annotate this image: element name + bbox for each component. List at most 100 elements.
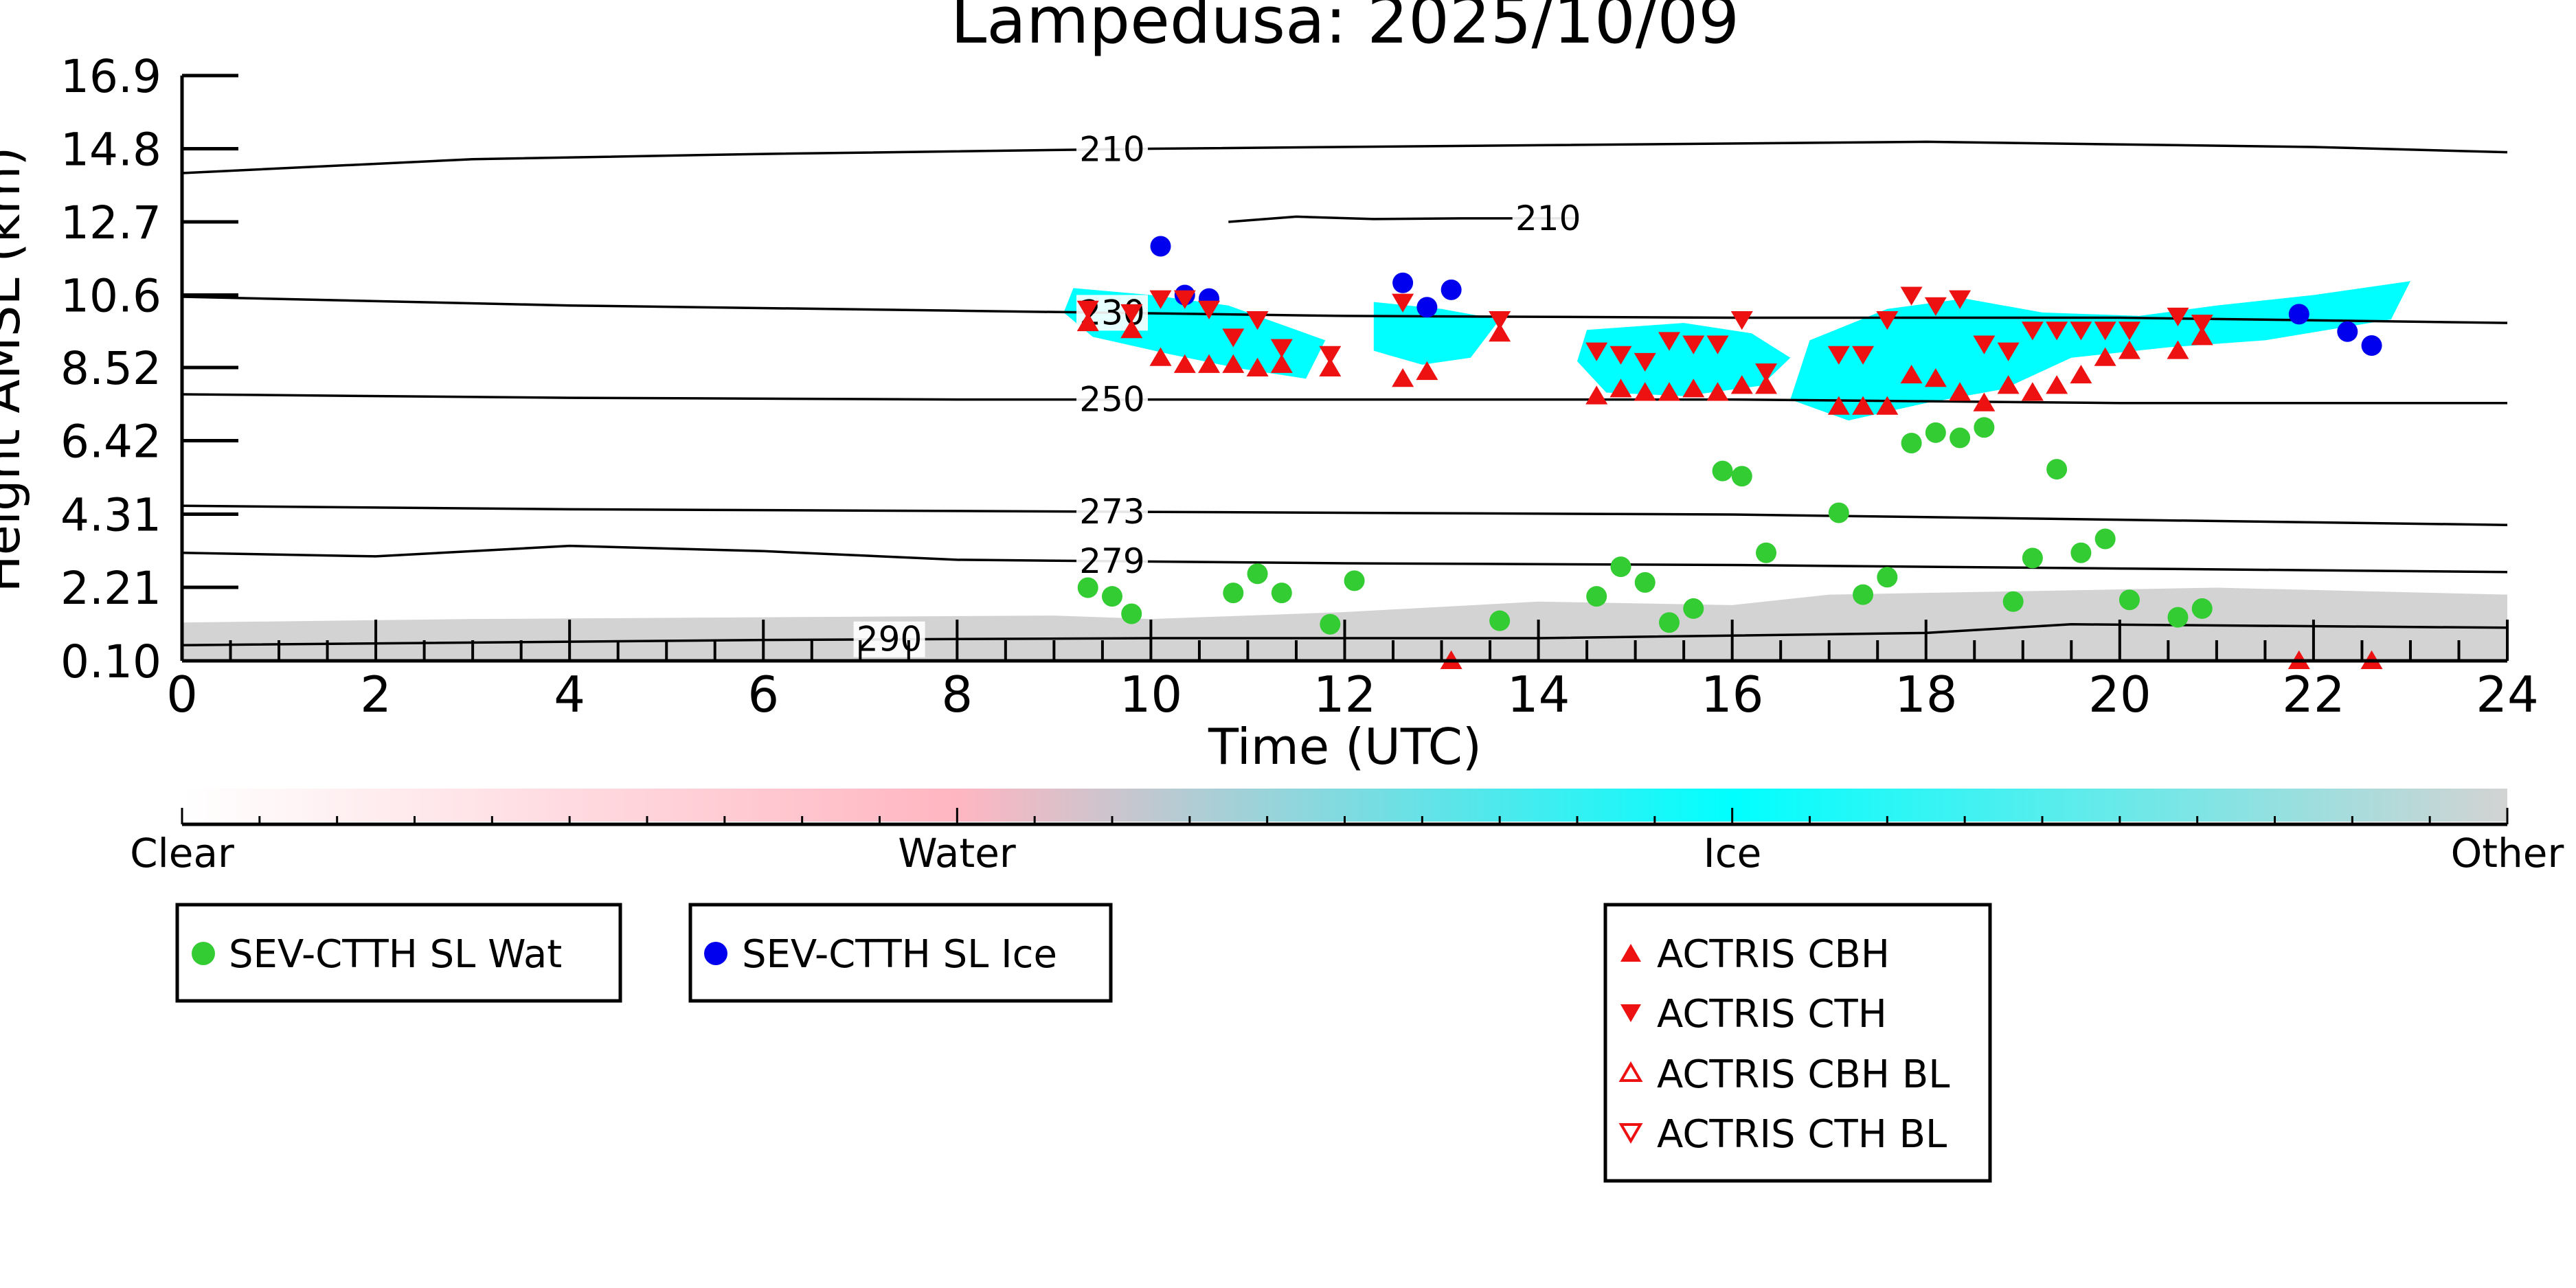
x-tick-label-2: 4	[554, 666, 585, 723]
legend-cbh-label: ACTRIS CBH	[1657, 932, 1890, 977]
legend-water-marker	[192, 942, 215, 965]
contour-label-bg-4	[1076, 493, 1148, 530]
legend-water-label: SEV-CTTH SL Wat	[229, 932, 562, 977]
sev-water-point	[1634, 572, 1656, 593]
y-tick-label-7: 14.8	[60, 124, 161, 177]
sev-water-point	[2094, 528, 2116, 550]
actris-cbh-point	[2070, 364, 2092, 384]
actris-cbh-point	[1827, 396, 1850, 415]
actris-cbh-point	[1949, 382, 1971, 401]
sev-water-point	[1271, 583, 1292, 604]
actris-cth-point	[1949, 290, 1971, 309]
ice-mask-area-1	[1373, 302, 1500, 365]
actris-cbh-point	[1270, 354, 1293, 373]
sev-water-point	[1925, 422, 1946, 443]
actris-cth-point	[1120, 304, 1143, 324]
contour-label-bg-6	[853, 621, 925, 657]
contour-label-bg-1	[1512, 200, 1584, 236]
actris-cbh-point	[1706, 382, 1729, 401]
actris-cbh-point	[1246, 357, 1269, 376]
legend-ice-label: SEV-CTTH SL Ice	[742, 932, 1057, 977]
actris-cth-point	[1658, 332, 1680, 351]
y-axis-ticks: 0.10 2.21 4.31 6.42 8.52 10.6 12.7 14.8 16.9	[60, 50, 238, 688]
contour-label-6: 290	[857, 620, 922, 659]
y-tick-label-5: 10.6	[60, 270, 161, 323]
actris-cth-point	[1900, 286, 1923, 306]
sev-water-point	[1712, 460, 1733, 482]
actris-cth-point	[2046, 321, 2068, 341]
sev-water-point	[1223, 583, 1244, 604]
legend-cth-marker	[1620, 1004, 1641, 1022]
x-tick-label-1: 2	[360, 666, 392, 723]
sev-ice-point	[2288, 304, 2309, 325]
y-tick-label-3: 6.42	[60, 415, 161, 468]
legend-cth-bl-label: ACTRIS CTH BL	[1657, 1112, 1947, 1157]
x-tick-label-11: 22	[2282, 666, 2345, 723]
actris-cth-point	[1827, 346, 1850, 365]
contour-label-3: 250	[1079, 380, 1144, 420]
actris-cbh-point	[1730, 375, 1753, 394]
contour-line-3	[181, 393, 2507, 405]
y-tick-label-1: 2.21	[60, 562, 161, 615]
x-tick-label-8: 16	[1701, 666, 1764, 723]
actris-cth-point	[1876, 311, 1899, 330]
sev-ice-point	[1416, 297, 1438, 318]
actris-cth-point	[1222, 328, 1245, 348]
legend-ice-marker	[704, 942, 727, 965]
actris-cbh-point	[1198, 354, 1221, 373]
y-axis-label: Height AMSL (km)	[0, 147, 31, 593]
actris-cth-point	[1076, 300, 1099, 319]
actris-cbh-point	[1682, 379, 1705, 398]
sev-water-point	[1683, 598, 1704, 619]
actris-cth-point	[1609, 346, 1632, 365]
actris-cbh-point	[1076, 312, 1099, 332]
actris-cbh-point	[1755, 375, 1778, 394]
contour-line-5	[181, 544, 2508, 574]
sev-water-point	[1974, 417, 1995, 438]
x-tick-label-5: 10	[1120, 666, 1183, 723]
actris-cth-point	[2191, 315, 2213, 334]
sev-ice-point	[1440, 279, 1462, 300]
colorbar-label-ice: Ice	[1704, 830, 1762, 877]
colorbar-ticks	[181, 808, 2509, 824]
cloud-mask-fields	[182, 281, 2507, 661]
ice-mask-area-3	[1790, 281, 2410, 421]
actris-cth-point	[1270, 339, 1293, 358]
contour-label-1: 210	[1515, 199, 1581, 238]
sev-water-point	[1247, 563, 1268, 585]
actris-cth-point	[1682, 335, 1705, 354]
sev-water-point	[2191, 598, 2213, 619]
legend-sev-water: SEV-CTTH SL Wat	[175, 903, 622, 1003]
sev-water-point	[1731, 466, 1752, 487]
actris-cbh-point	[2046, 375, 2068, 394]
legend-sev-ice: SEV-CTTH SL Ice	[688, 903, 1113, 1003]
contour-label-0: 210	[1079, 129, 1144, 169]
x-tick-label-6: 12	[1313, 666, 1377, 723]
actris-cbh-point	[2191, 326, 2213, 346]
actris-cbh-point	[1585, 385, 1608, 405]
sev-water-point	[1489, 610, 1511, 631]
sev-water-point	[2022, 547, 2043, 569]
actris-cth-point	[1706, 335, 1729, 354]
actris-cth-point	[2021, 321, 2044, 341]
x-axis-ticks: 0 2 4 6 8 10 12 14 16 18 20 22 24	[166, 620, 2539, 723]
actris-cbh-point	[1392, 368, 1414, 387]
actris-cbh-point	[1173, 354, 1196, 373]
contour-label-bg-3	[1076, 381, 1148, 418]
sev-water-point	[2167, 607, 2189, 628]
ice-mask-area-2	[1577, 323, 1791, 396]
x-tick-label-10: 20	[2088, 666, 2151, 723]
contour-label-bg-5	[1076, 543, 1148, 579]
contour-label-4: 273	[1079, 492, 1144, 532]
y-tick-label-2: 4.31	[60, 488, 161, 541]
colorbar-label-clear: Clear	[130, 830, 234, 877]
data-markers	[1076, 236, 2383, 669]
legend-actris: ACTRIS CBH ACTRIS CTH ACTRIS CBH BL ACTR…	[1603, 903, 1992, 1183]
contour-label-5: 279	[1079, 541, 1144, 581]
actris-cth-point	[1489, 311, 1511, 330]
y-tick-label-0: 0.10	[60, 635, 161, 688]
actris-cth-point	[1997, 342, 2020, 361]
x-axis-label: Time (UTC)	[1208, 718, 1482, 776]
y-tick-label-6: 12.7	[60, 196, 161, 249]
